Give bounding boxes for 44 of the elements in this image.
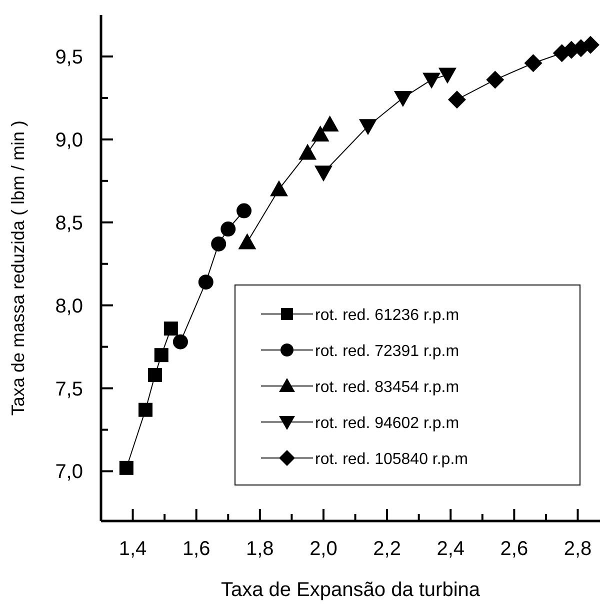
point	[320, 115, 339, 132]
point	[524, 54, 542, 72]
y-tick-label: 8,5	[55, 212, 83, 234]
point	[172, 334, 188, 350]
x-tick-label: 2,4	[436, 538, 465, 560]
point	[270, 180, 288, 196]
legend-label: rot. red. 83454 r.p.m	[315, 379, 460, 396]
point	[138, 402, 152, 417]
point	[236, 203, 252, 218]
x-tick-label: 1,8	[246, 538, 274, 560]
legend-label: rot. red. 94602 r.p.m	[315, 415, 460, 432]
y-tick-label: 7,5	[55, 378, 83, 400]
x-tick-label: 2,0	[310, 538, 338, 560]
y-tick-label: 8,0	[55, 295, 83, 318]
point	[486, 70, 504, 89]
point	[211, 236, 226, 252]
x-tick-label: 2,8	[564, 538, 592, 560]
point	[311, 125, 330, 142]
point	[438, 68, 456, 84]
point	[154, 348, 168, 362]
point	[422, 72, 441, 89]
point	[220, 222, 236, 237]
point	[164, 322, 178, 336]
y-tick-label: 7,0	[55, 461, 83, 484]
legend-label: rot. red. 61236 r.p.m	[315, 307, 460, 324]
point	[298, 144, 317, 160]
point	[448, 90, 466, 109]
x-axis-title: Taxa de Expansão da turbina	[220, 579, 481, 601]
point	[148, 368, 162, 382]
y-tick-label: 9,0	[55, 129, 83, 152]
point	[119, 460, 134, 475]
legend-label: rot. red. 72391 r.p.m	[315, 343, 460, 360]
x-tick-label: 2,2	[373, 538, 401, 560]
point	[394, 90, 412, 107]
point	[314, 166, 332, 182]
x-tick-label: 2,6	[500, 538, 528, 560]
y-tick-label: 9,5	[55, 46, 83, 68]
point	[238, 233, 256, 250]
point	[198, 274, 214, 290]
point	[358, 119, 377, 136]
x-tick-label: 1,4	[118, 538, 147, 560]
legend-label: rot. red. 105840 r.p.m	[315, 451, 468, 468]
x-tick-label: 1,6	[182, 538, 210, 560]
y-axis-title: Taxa de massa reduzida ( lbm / min )	[8, 120, 28, 416]
